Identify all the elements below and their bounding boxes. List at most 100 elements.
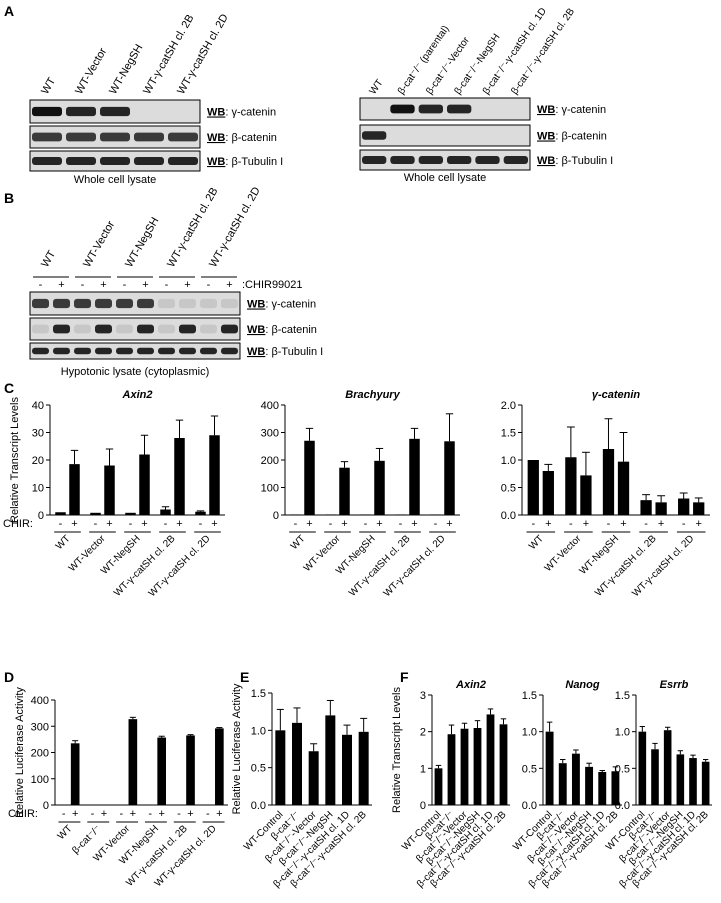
y-axis-label: Relative Transcript Levels — [9, 397, 21, 523]
y-tick-label: 1.0 — [522, 727, 537, 739]
row-target: : γ-catenin — [555, 104, 606, 116]
y-tick-label: 30 — [32, 428, 44, 440]
panel-label: E — [240, 669, 249, 685]
series-sign: + — [545, 518, 551, 530]
bar — [139, 454, 150, 515]
row-label: WB: β-catenin — [537, 131, 607, 143]
blot-band — [418, 104, 443, 114]
bar — [602, 449, 615, 515]
bar — [160, 509, 171, 515]
y-tick-label: 1.0 — [615, 727, 630, 739]
y-tick-label: 0.0 — [615, 800, 630, 812]
y-tick-label: 0.5 — [501, 483, 516, 495]
wb-prefix: WB — [207, 156, 225, 168]
series-sign: - — [682, 518, 686, 530]
error-bar — [599, 770, 606, 772]
row-label: WB: β-catenin — [207, 132, 277, 144]
bar — [275, 730, 286, 805]
blot-strip — [29, 317, 241, 341]
blot-band — [221, 347, 238, 355]
blot-band — [100, 132, 130, 142]
wb-prefix: WB — [207, 132, 225, 144]
bar — [676, 754, 685, 805]
bar — [325, 514, 336, 515]
bar — [571, 753, 580, 805]
blot-band — [53, 298, 70, 309]
error-bar — [657, 495, 666, 503]
bar — [640, 500, 652, 515]
y-tick-label: 3 — [420, 690, 426, 702]
error-bar — [140, 434, 149, 455]
series-sign: + — [411, 518, 417, 530]
bar — [125, 512, 136, 515]
series-sign: + — [620, 518, 626, 530]
error-bar — [652, 742, 658, 750]
blot-band — [32, 298, 49, 309]
bar — [580, 475, 592, 515]
series-sign: + — [176, 518, 182, 530]
series-sign: + — [187, 808, 193, 820]
treatment-sign: - — [207, 279, 211, 291]
bar — [290, 514, 301, 515]
row-target: : β-Tubulin I — [265, 346, 323, 358]
series-sign: + — [376, 518, 382, 530]
error-bar — [694, 497, 703, 503]
blot-band — [74, 324, 91, 334]
bar — [358, 731, 369, 805]
series-sign: - — [91, 808, 95, 820]
error-bar — [216, 727, 223, 729]
y-tick-label: 0.0 — [522, 800, 537, 812]
y-tick-label: 1.5 — [615, 690, 630, 702]
blot-band — [66, 157, 96, 165]
y-tick-label: 300 — [31, 721, 49, 733]
blot-band — [53, 347, 70, 355]
error-bar — [435, 764, 442, 769]
bar — [473, 728, 482, 805]
bar — [104, 465, 115, 515]
row-label: WB: β-catenin — [247, 324, 317, 336]
bar — [542, 471, 554, 515]
series-sign: - — [434, 518, 438, 530]
blot-band — [66, 106, 96, 117]
series-sign: - — [329, 518, 333, 530]
y-tick-label: 100 — [261, 483, 279, 495]
y-tick-label: 0.5 — [522, 763, 537, 775]
bar — [565, 457, 577, 515]
bar — [663, 730, 672, 805]
y-tick-label: 200 — [261, 455, 279, 467]
y-tick-label: 300 — [261, 428, 279, 440]
y-tick-label: 0 — [273, 510, 279, 522]
y-tick-label: 1.0 — [251, 725, 266, 737]
treatment-sign: - — [123, 279, 127, 291]
error-bar — [559, 759, 566, 764]
error-bar — [326, 699, 334, 716]
error-bar — [448, 724, 455, 735]
chart-title: Brachyury — [345, 389, 400, 401]
y-axis-label: Relative Luciferase Activity — [14, 687, 26, 818]
bar — [585, 766, 594, 805]
row-target: : γ-catenin — [265, 299, 316, 311]
series-sign: + — [658, 518, 664, 530]
series-sign: + — [211, 518, 217, 530]
blot-band — [179, 298, 196, 309]
bar — [128, 719, 138, 805]
error-bar — [586, 762, 592, 767]
blot-band — [116, 298, 133, 309]
blot-band — [362, 131, 387, 140]
error-bar — [703, 759, 709, 762]
blot-band — [74, 347, 91, 355]
series-sign: + — [141, 518, 147, 530]
treatment-sign: + — [226, 279, 232, 291]
y-tick-label: 1 — [420, 763, 426, 775]
blot-band — [158, 298, 175, 309]
blot-band — [503, 156, 528, 164]
bar — [342, 734, 352, 805]
bar — [486, 714, 495, 805]
error-bar — [546, 721, 553, 732]
series-sign: - — [206, 808, 210, 820]
y-tick-label: 1.5 — [251, 688, 266, 700]
blot-band — [168, 132, 198, 142]
y-tick-label: 2.0 — [501, 400, 516, 412]
blot-band — [95, 347, 112, 355]
bar — [186, 735, 195, 805]
